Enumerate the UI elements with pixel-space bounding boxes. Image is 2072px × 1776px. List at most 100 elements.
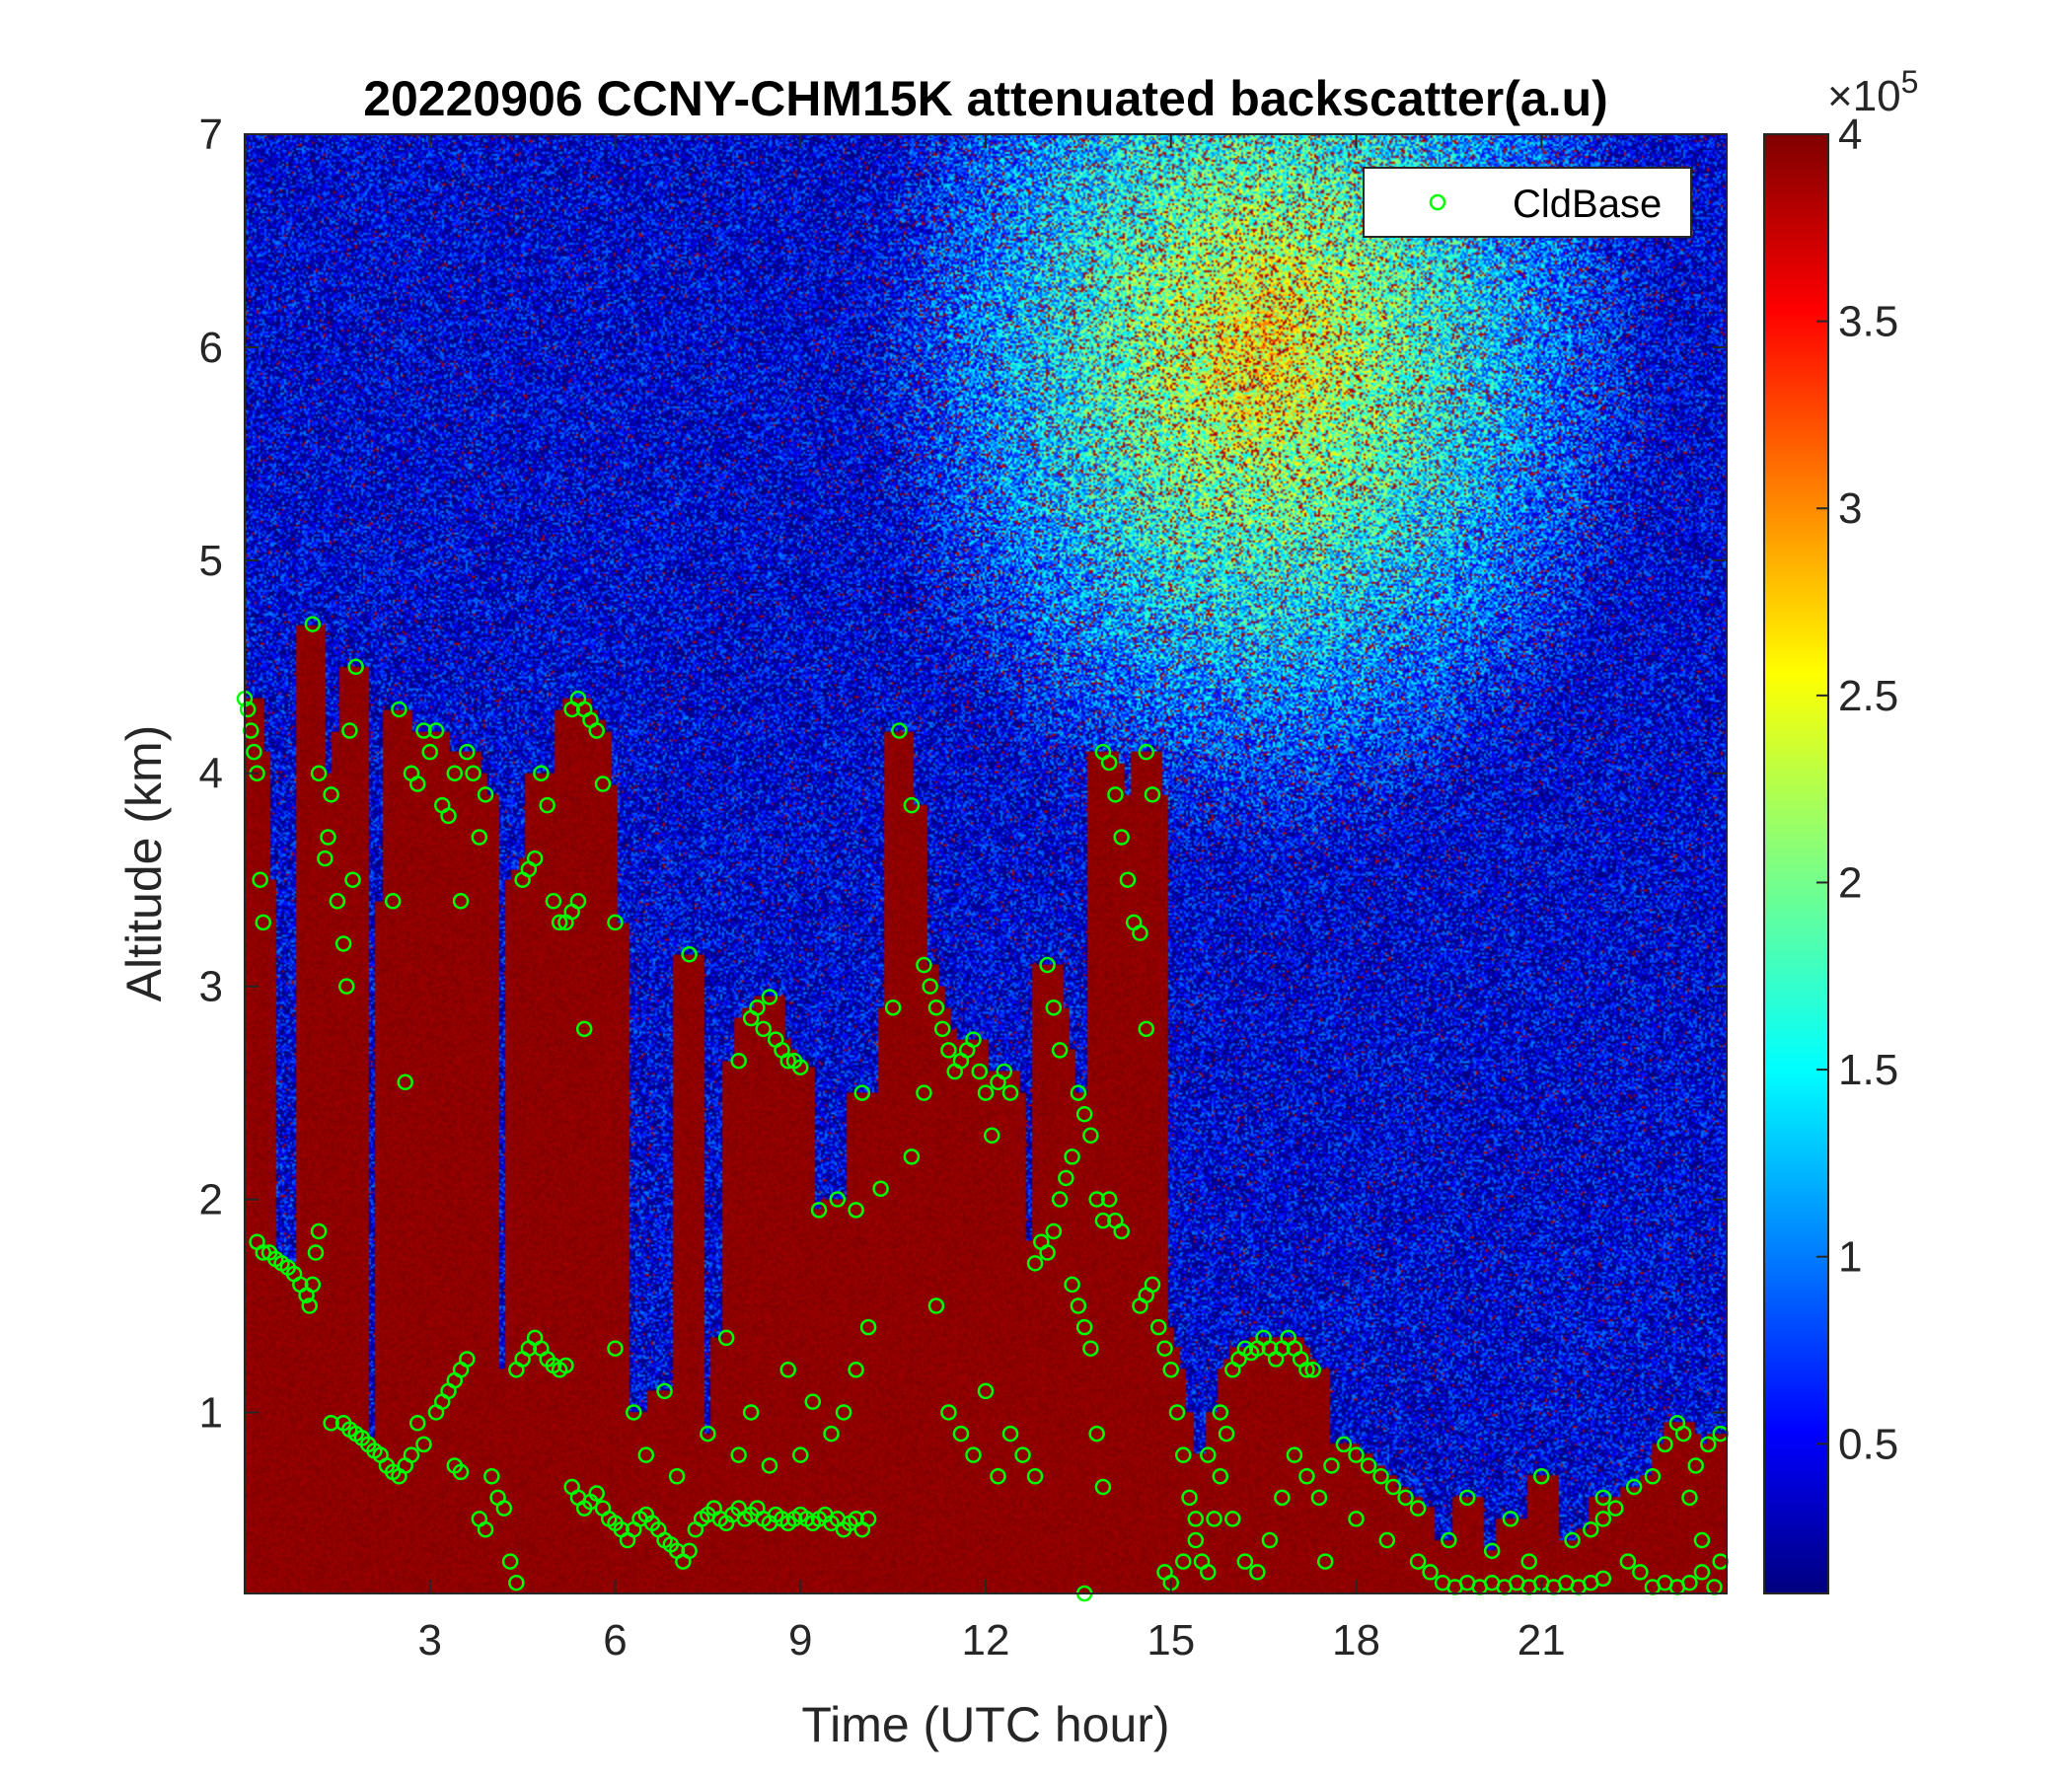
cloud-base-point bbox=[1632, 1564, 1649, 1581]
cloud-base-point bbox=[1422, 1564, 1439, 1581]
cloud-base-point bbox=[1094, 1478, 1112, 1496]
cloud-base-point bbox=[304, 1276, 322, 1294]
x-axis: 3 6 9 12 15 18 21 bbox=[418, 134, 1566, 1665]
y-axis: 1 2 3 4 5 6 7 bbox=[199, 111, 1727, 1437]
cloud-base-point bbox=[310, 1222, 328, 1240]
cloud-base-point bbox=[307, 1244, 325, 1261]
cloud-base-point bbox=[835, 1404, 852, 1421]
cloud-base-point bbox=[1132, 925, 1148, 941]
cloud-base-point bbox=[1644, 1467, 1662, 1485]
colorbar-tick-label: 3.5 bbox=[1838, 298, 1898, 346]
cloud-base-point bbox=[1335, 1436, 1353, 1453]
cloud-base-point bbox=[1001, 1425, 1019, 1443]
cloud-base-point bbox=[575, 1020, 593, 1038]
cloud-base-point bbox=[761, 989, 778, 1005]
cloud-base-point bbox=[810, 1202, 828, 1219]
colorbar-tick-label: 2 bbox=[1838, 858, 1862, 907]
cloud-base-point bbox=[984, 1127, 1000, 1145]
cloud-base-point bbox=[255, 1244, 272, 1261]
cloud-base-point bbox=[1712, 1425, 1729, 1443]
cloud-base-point bbox=[933, 1020, 951, 1038]
cloud-base-point bbox=[1212, 1467, 1229, 1485]
cloud-base-point bbox=[483, 1467, 500, 1485]
x-tick-label: 21 bbox=[1517, 1616, 1566, 1665]
cloud-base-point bbox=[1681, 1489, 1698, 1507]
cloud-base-point bbox=[1064, 1276, 1080, 1294]
cloud-base-point bbox=[990, 1467, 1006, 1485]
cloud-base-point bbox=[495, 1500, 513, 1517]
cloud-base-point bbox=[1310, 1489, 1328, 1507]
colorbar-ticks: 0.5 1 1.5 2 2.5 3 3.5 4 bbox=[1816, 111, 1898, 1468]
cloud-base-point bbox=[588, 1485, 605, 1502]
cloud-base-point bbox=[717, 1329, 735, 1347]
colorbar-tick-label: 3 bbox=[1838, 484, 1862, 533]
cloud-base-point bbox=[1218, 1425, 1235, 1443]
cloud-base-point bbox=[916, 1084, 932, 1101]
cloud-base-point bbox=[1051, 1191, 1069, 1208]
cloud-base-point bbox=[1693, 1564, 1711, 1581]
cloud-base-point bbox=[903, 1148, 921, 1165]
cloud-base-point bbox=[1064, 1148, 1080, 1165]
cloud-base-point bbox=[940, 1404, 957, 1421]
cloud-base-point bbox=[465, 765, 481, 781]
cloud-base-point bbox=[730, 1446, 747, 1463]
colorbar-exponent-base: ×10 bbox=[1827, 72, 1901, 120]
colorbar-exponent: ×105 bbox=[1827, 64, 1918, 120]
cloud-base-point bbox=[1441, 1531, 1457, 1549]
cloud-base-point bbox=[1594, 1511, 1612, 1527]
cloud-base-point bbox=[1113, 1222, 1130, 1240]
cloud-base-point bbox=[1100, 1191, 1118, 1208]
cloud-base-point bbox=[1674, 1425, 1692, 1443]
cloud-base-point bbox=[1138, 1020, 1154, 1038]
cloud-base-point bbox=[1681, 1574, 1698, 1591]
cloud-base-point bbox=[317, 850, 333, 867]
cloud-base-point bbox=[1051, 1042, 1069, 1059]
cloud-base-point bbox=[1594, 1570, 1612, 1588]
cloud-base-point bbox=[594, 776, 612, 792]
cloud-base-point bbox=[526, 850, 544, 867]
cloud-base-point bbox=[872, 1180, 889, 1198]
cloud-base-point bbox=[1316, 1553, 1334, 1570]
cloud-base-point bbox=[338, 978, 355, 995]
colorbar-exponent-power: 5 bbox=[1901, 64, 1919, 100]
cloud-base-point bbox=[344, 871, 361, 888]
cloud-base-point bbox=[1286, 1446, 1303, 1463]
cloud-base-point bbox=[1378, 1531, 1396, 1549]
cloud-base-point bbox=[246, 743, 262, 761]
cloud-base-point bbox=[853, 1084, 871, 1101]
cloud-base-point bbox=[1274, 1489, 1291, 1507]
cloud-base-point bbox=[922, 978, 938, 995]
cloud-base-point bbox=[1088, 1191, 1105, 1208]
cloud-base-point bbox=[477, 786, 494, 803]
cloud-base-point bbox=[681, 946, 698, 963]
cloud-base-point bbox=[1014, 1446, 1031, 1463]
cloud-base-point bbox=[1045, 999, 1063, 1016]
cloud-base-point bbox=[1304, 1362, 1321, 1378]
cloud-base-point bbox=[965, 1446, 982, 1463]
cloud-base-point bbox=[656, 1382, 673, 1400]
colorbar-tick-label: 4 bbox=[1838, 111, 1862, 159]
cloud-base-point bbox=[508, 1574, 525, 1591]
cloud-base-point bbox=[761, 1457, 778, 1474]
cloud-base-point bbox=[1144, 786, 1161, 803]
cloud-base-point bbox=[1657, 1436, 1673, 1453]
cloud-base-point bbox=[545, 893, 562, 910]
cloud-base-point bbox=[477, 1520, 494, 1538]
cloud-base-point bbox=[384, 893, 402, 910]
legend: CldBase bbox=[1363, 167, 1692, 238]
cloud-base-point bbox=[1687, 1457, 1704, 1474]
legend-marker-cldbase bbox=[1429, 193, 1446, 211]
cloud-base-point bbox=[415, 722, 432, 739]
cloud-base-point bbox=[859, 1318, 877, 1336]
cloud-base-point bbox=[1168, 1404, 1186, 1421]
cloud-base-point bbox=[1249, 1564, 1266, 1581]
cloud-base-point bbox=[1236, 1553, 1254, 1570]
cloud-base-point bbox=[391, 701, 407, 718]
cloud-base-point bbox=[347, 658, 364, 676]
cloud-base-point bbox=[668, 1467, 686, 1485]
cloud-base-point bbox=[903, 796, 921, 814]
cloud-base-point bbox=[408, 1415, 426, 1432]
cloud-base-point bbox=[859, 1511, 877, 1527]
cloud-base-point bbox=[1107, 786, 1124, 803]
